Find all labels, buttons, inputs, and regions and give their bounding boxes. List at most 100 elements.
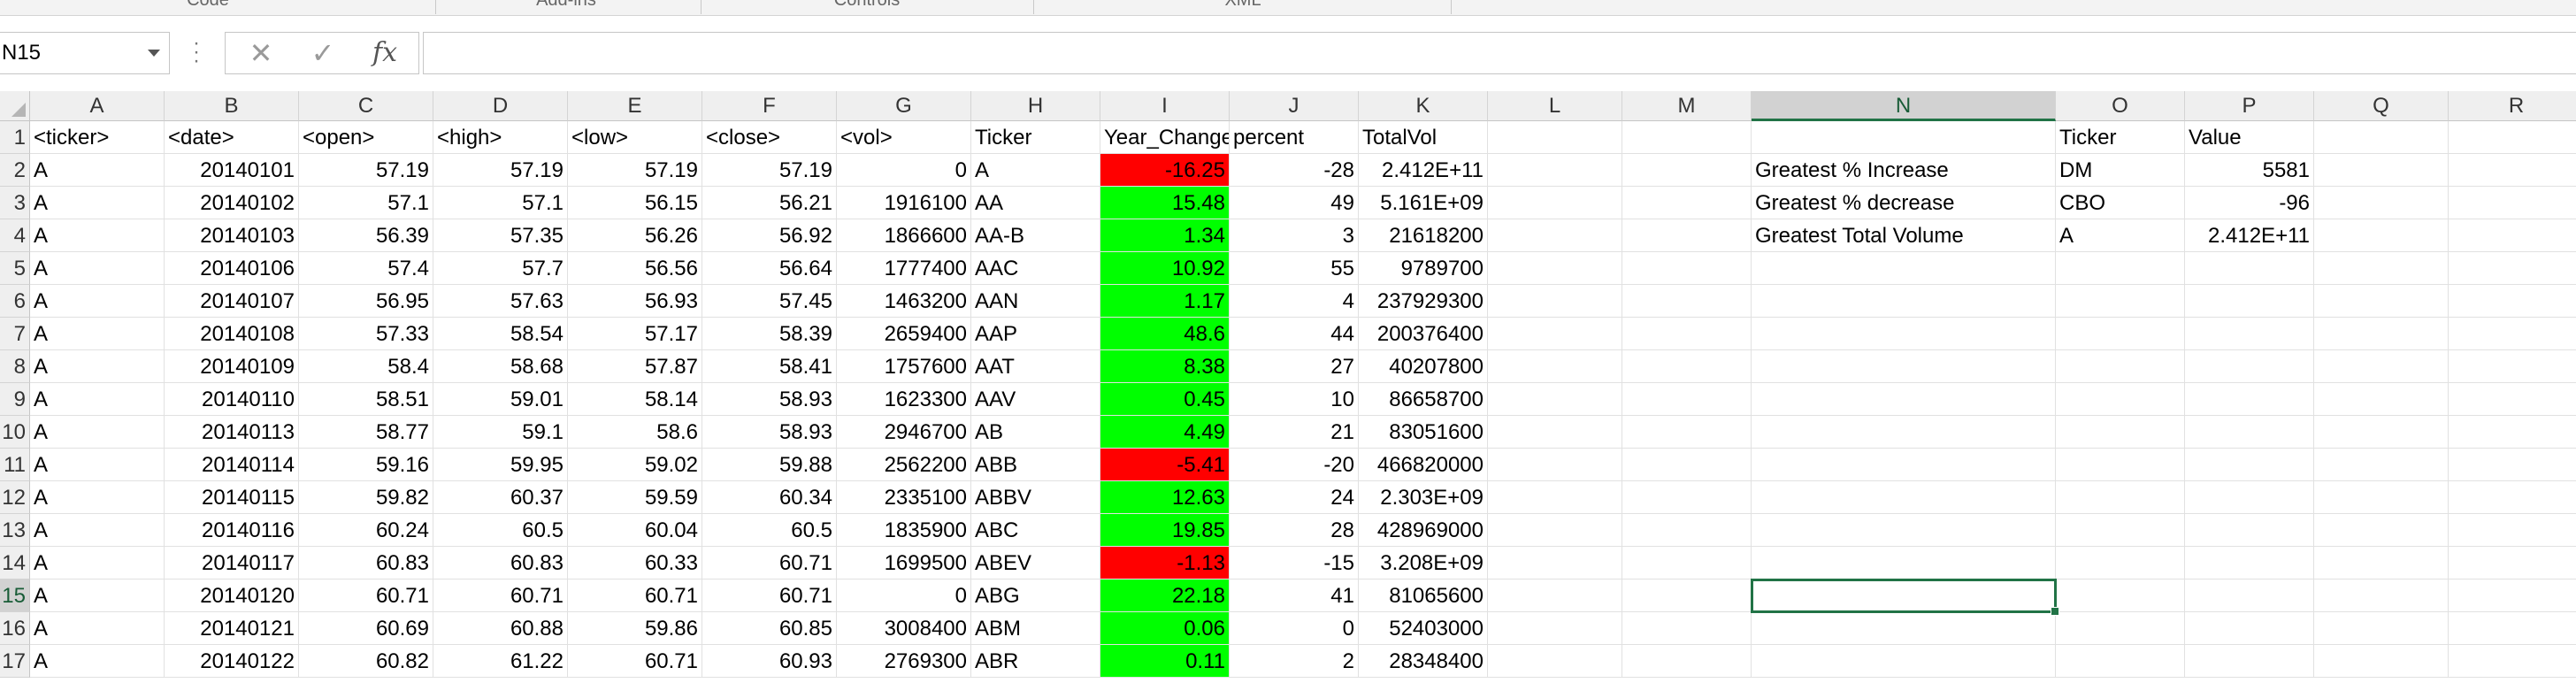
data-cell[interactable]: 0 — [837, 579, 971, 612]
data-cell[interactable]: 2659400 — [837, 318, 971, 350]
formula-input[interactable] — [423, 32, 2576, 74]
empty-cell[interactable] — [1622, 121, 1752, 154]
percent-cell[interactable]: -15 — [1230, 547, 1359, 579]
data-cell[interactable]: 20140107 — [165, 285, 299, 318]
empty-cell[interactable] — [2185, 481, 2314, 514]
empty-cell[interactable] — [2314, 219, 2449, 252]
data-cell[interactable]: 61.22 — [433, 645, 568, 678]
row-header-5[interactable]: 5 — [0, 252, 30, 285]
data-cell[interactable]: A — [30, 154, 165, 187]
empty-cell[interactable] — [1488, 449, 1622, 481]
greatest-label-cell[interactable]: Greatest % decrease — [1752, 187, 2056, 219]
percent-cell[interactable]: 27 — [1230, 350, 1359, 383]
header-cell-i[interactable]: Year_Change — [1100, 121, 1230, 154]
header-cell-f[interactable]: <close> — [702, 121, 837, 154]
empty-cell[interactable] — [1488, 187, 1622, 219]
data-cell[interactable]: 57.19 — [702, 154, 837, 187]
empty-cell[interactable] — [1488, 383, 1622, 416]
data-cell[interactable]: 20140116 — [165, 514, 299, 547]
year-change-cell[interactable]: 12.63 — [1100, 481, 1230, 514]
empty-cell[interactable] — [2056, 383, 2185, 416]
data-cell[interactable]: A — [30, 481, 165, 514]
empty-cell[interactable] — [2449, 154, 2576, 187]
data-cell[interactable]: A — [30, 383, 165, 416]
data-cell[interactable]: A — [30, 547, 165, 579]
summary-ticker-cell[interactable]: A — [971, 154, 1100, 187]
year-change-cell[interactable]: 1.17 — [1100, 285, 1230, 318]
data-cell[interactable]: A — [30, 350, 165, 383]
total-volume-cell[interactable]: 200376400 — [1359, 318, 1488, 350]
data-cell[interactable]: 60.71 — [702, 547, 837, 579]
header-cell-b[interactable]: <date> — [165, 121, 299, 154]
data-cell[interactable]: 20140113 — [165, 416, 299, 449]
column-header-h[interactable]: H — [971, 91, 1100, 121]
empty-cell[interactable] — [1488, 579, 1622, 612]
data-cell[interactable]: 59.1 — [433, 416, 568, 449]
empty-cell[interactable] — [2449, 383, 2576, 416]
data-cell[interactable]: 60.5 — [433, 514, 568, 547]
row-header-4[interactable]: 4 — [0, 219, 30, 252]
data-cell[interactable]: 57.35 — [433, 219, 568, 252]
empty-cell[interactable] — [2314, 121, 2449, 154]
data-cell[interactable]: 59.59 — [568, 481, 702, 514]
empty-cell[interactable] — [2449, 318, 2576, 350]
empty-cell[interactable] — [2314, 481, 2449, 514]
data-cell[interactable]: 20140120 — [165, 579, 299, 612]
summary-ticker-cell[interactable]: AB — [971, 416, 1100, 449]
data-cell[interactable]: 20140121 — [165, 612, 299, 645]
data-cell[interactable]: 60.93 — [702, 645, 837, 678]
empty-cell[interactable] — [2314, 645, 2449, 678]
empty-cell[interactable] — [1622, 252, 1752, 285]
greatest-value-cell[interactable]: -96 — [2185, 187, 2314, 219]
column-header-i[interactable]: I — [1100, 91, 1230, 121]
data-cell[interactable]: 59.86 — [568, 612, 702, 645]
data-cell[interactable]: 58.41 — [702, 350, 837, 383]
header-cell-a[interactable]: <ticker> — [30, 121, 165, 154]
empty-cell[interactable] — [1752, 481, 2056, 514]
data-cell[interactable]: A — [30, 252, 165, 285]
empty-cell[interactable] — [1622, 514, 1752, 547]
data-cell[interactable]: 56.95 — [299, 285, 433, 318]
empty-cell[interactable] — [2449, 187, 2576, 219]
column-header-g[interactable]: G — [837, 91, 971, 121]
data-cell[interactable]: 60.71 — [568, 645, 702, 678]
data-cell[interactable]: 57.1 — [299, 187, 433, 219]
data-cell[interactable]: 60.71 — [433, 579, 568, 612]
percent-cell[interactable]: 44 — [1230, 318, 1359, 350]
data-cell[interactable]: 1623300 — [837, 383, 971, 416]
data-cell[interactable]: 58.4 — [299, 350, 433, 383]
data-cell[interactable]: 20140103 — [165, 219, 299, 252]
data-cell[interactable]: 20140108 — [165, 318, 299, 350]
data-cell[interactable]: 60.85 — [702, 612, 837, 645]
active-cell-selection[interactable] — [1751, 579, 2059, 616]
empty-cell[interactable] — [2314, 318, 2449, 350]
empty-cell[interactable] — [2056, 252, 2185, 285]
year-change-cell[interactable]: 4.49 — [1100, 416, 1230, 449]
data-cell[interactable]: 57.45 — [702, 285, 837, 318]
empty-cell[interactable] — [1488, 154, 1622, 187]
percent-cell[interactable]: 2 — [1230, 645, 1359, 678]
data-cell[interactable]: 20140115 — [165, 481, 299, 514]
empty-cell[interactable] — [2056, 449, 2185, 481]
empty-cell[interactable] — [2056, 547, 2185, 579]
data-cell[interactable]: 56.64 — [702, 252, 837, 285]
empty-cell[interactable] — [1488, 416, 1622, 449]
drag-handle-icon[interactable]: · · · — [193, 31, 200, 73]
empty-cell[interactable] — [1752, 416, 2056, 449]
data-cell[interactable]: 58.14 — [568, 383, 702, 416]
empty-cell[interactable] — [2185, 383, 2314, 416]
data-cell[interactable]: 58.77 — [299, 416, 433, 449]
check-icon[interactable]: ✓ — [310, 37, 335, 69]
empty-cell[interactable] — [1752, 383, 2056, 416]
row-header-3[interactable]: 3 — [0, 187, 30, 219]
column-header-q[interactable]: Q — [2314, 91, 2449, 121]
data-cell[interactable]: 57.33 — [299, 318, 433, 350]
data-cell[interactable]: 60.5 — [702, 514, 837, 547]
data-cell[interactable]: A — [30, 579, 165, 612]
data-cell[interactable]: A — [30, 318, 165, 350]
data-cell[interactable]: 58.6 — [568, 416, 702, 449]
header-cell-g[interactable]: <vol> — [837, 121, 971, 154]
empty-cell[interactable] — [2449, 350, 2576, 383]
data-cell[interactable]: 57.19 — [568, 154, 702, 187]
percent-cell[interactable]: -20 — [1230, 449, 1359, 481]
